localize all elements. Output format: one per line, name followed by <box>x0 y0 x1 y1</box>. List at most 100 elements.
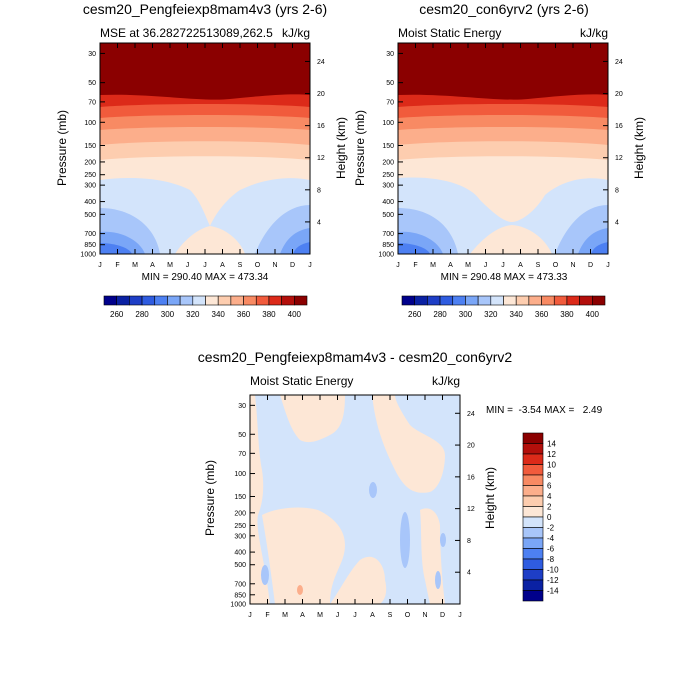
colorbar-tick-label: 12 <box>547 450 556 459</box>
colorbar-tick-label: 260 <box>110 310 124 319</box>
panel-2-warm-bulge <box>470 225 552 254</box>
colorbar-tick-label: 280 <box>135 310 149 319</box>
y2-tick-label: 12 <box>615 155 623 162</box>
colorbar-tick-label: 380 <box>262 310 276 319</box>
panel-2-title: cesm20_con6yrv2 (yrs 2-6) <box>419 1 589 17</box>
x-tick-label: N <box>570 262 575 269</box>
panel-2-y2-ticks: 24 20 16 12 8 4 <box>603 59 623 226</box>
x-tick-label: J <box>353 612 357 619</box>
panel-1-title: cesm20_Pengfeiexp8mam4v3 (yrs 2-6) <box>83 1 327 17</box>
x-tick-label: S <box>536 262 541 269</box>
panel-2-y2label: Height (km) <box>632 117 646 179</box>
panel-2-y-ticks: 30 50 70 100 150 200 250 300 400 500 700 850 1000 <box>378 51 403 259</box>
panel-2-subtitle-right: kJ/kg <box>580 26 608 40</box>
y2-tick-label: 20 <box>467 443 475 450</box>
y-tick-label: 200 <box>234 510 246 517</box>
colorbar-tick-label: -12 <box>547 576 559 585</box>
y2-tick-label: 8 <box>467 538 471 545</box>
colorbar-swatch <box>294 295 308 306</box>
y2-tick-label: 8 <box>317 187 321 194</box>
y-tick-label: 250 <box>234 523 246 530</box>
y-tick-label: 150 <box>234 494 246 501</box>
colorbar-tick-label: -14 <box>547 587 559 596</box>
colorbar-tick-label: 360 <box>535 310 549 319</box>
x-tick-label: N <box>272 262 277 269</box>
panel-3-y2label: Height (km) <box>483 467 497 529</box>
colorbar-swatch <box>522 569 544 581</box>
y-tick-label: 30 <box>238 403 246 410</box>
y2-tick-label: 8 <box>615 187 619 194</box>
colorbar-tick-label: 320 <box>186 310 200 319</box>
panel-1-band-top <box>100 43 310 100</box>
y2-tick-label: 12 <box>317 155 325 162</box>
panel-3-subtitle-left: Moist Static Energy <box>250 374 353 388</box>
colorbar-tick-label: 280 <box>433 310 447 319</box>
colorbar-swatch <box>522 432 544 444</box>
y-tick-label: 50 <box>386 80 394 87</box>
colorbar-swatch <box>522 464 544 476</box>
x-tick-label: J <box>248 612 252 619</box>
y-tick-label: 200 <box>382 159 394 166</box>
x-tick-label: M <box>167 262 173 269</box>
colorbar-swatch <box>490 295 504 306</box>
panel-3-pos-lower-mid <box>330 556 387 604</box>
colorbar-swatch <box>452 295 466 306</box>
y-tick-label: 30 <box>386 51 394 58</box>
panel-3-contour-field <box>250 395 460 604</box>
y-tick-label: 300 <box>234 533 246 540</box>
panel-1-colorbar: 260 280 300 320 340 360 380 400 <box>103 295 308 319</box>
panel-3-title: cesm20_Pengfeiexp8mam4v3 - cesm20_con6yr… <box>198 349 513 365</box>
y-tick-label: 50 <box>238 432 246 439</box>
y-tick-label: 30 <box>88 51 96 58</box>
y2-tick-label: 4 <box>615 219 619 226</box>
colorbar-tick-label: 360 <box>237 310 251 319</box>
colorbar-tick-label: 400 <box>288 310 302 319</box>
y-tick-label: 70 <box>386 99 394 106</box>
y-tick-label: 850 <box>234 592 246 599</box>
colorbar-tick-label: 10 <box>547 461 556 470</box>
colorbar-swatch <box>522 495 544 507</box>
colorbar-swatch <box>243 295 257 306</box>
panel-1-warm-bulge <box>175 226 245 254</box>
colorbar-swatch <box>541 295 555 306</box>
colorbar-swatch <box>192 295 206 306</box>
y2-tick-label: 16 <box>467 474 475 481</box>
colorbar-swatch <box>522 558 544 570</box>
colorbar-swatch <box>179 295 194 306</box>
panel-3-pos-core <box>297 585 303 595</box>
panel-1-y2label: Height (km) <box>334 117 348 179</box>
colorbar-swatch <box>579 295 593 306</box>
x-tick-label: D <box>588 262 593 269</box>
colorbar-swatch <box>154 295 168 306</box>
panel-1-y-ticks: 30 50 70 100 150 200 250 300 400 500 700 850 1000 <box>80 51 105 259</box>
colorbar-swatch <box>522 453 544 465</box>
y-tick-label: 70 <box>238 451 246 458</box>
colorbar-swatch <box>255 295 270 306</box>
x-tick-label: J <box>501 262 505 269</box>
x-tick-label: A <box>150 262 155 269</box>
panel-3-neg-core-4 <box>440 533 446 547</box>
colorbar-tick-label: 380 <box>560 310 574 319</box>
panel-1: cesm20_Pengfeiexp8mam4v3 (yrs 2-6) MSE a… <box>55 1 348 319</box>
colorbar-tick-label: -8 <box>547 555 555 564</box>
colorbar-tick-label: -6 <box>547 545 555 554</box>
y2-tick-label: 12 <box>467 506 475 513</box>
y2-tick-label: 24 <box>615 59 623 66</box>
y-tick-label: 100 <box>382 120 394 127</box>
x-tick-label: M <box>132 262 138 269</box>
colorbar-tick-label: 340 <box>510 310 524 319</box>
colorbar-tick-label: 300 <box>459 310 473 319</box>
colorbar-swatch <box>401 295 415 306</box>
colorbar-swatch <box>522 474 544 486</box>
panel-3-y-ticks: 30 50 70 100 150 200 250 300 400 500 700 850 1000 <box>230 403 255 609</box>
y2-tick-label: 24 <box>467 411 475 418</box>
y-tick-label: 250 <box>84 172 96 179</box>
panel-2-ylabel: Pressure (mb) <box>353 110 367 186</box>
colorbar-swatch <box>141 295 156 306</box>
x-tick-label: A <box>300 612 305 619</box>
y-tick-label: 1000 <box>80 252 96 259</box>
colorbar-swatch <box>592 295 606 306</box>
colorbar-swatch <box>522 537 544 549</box>
x-tick-label: M <box>465 262 471 269</box>
